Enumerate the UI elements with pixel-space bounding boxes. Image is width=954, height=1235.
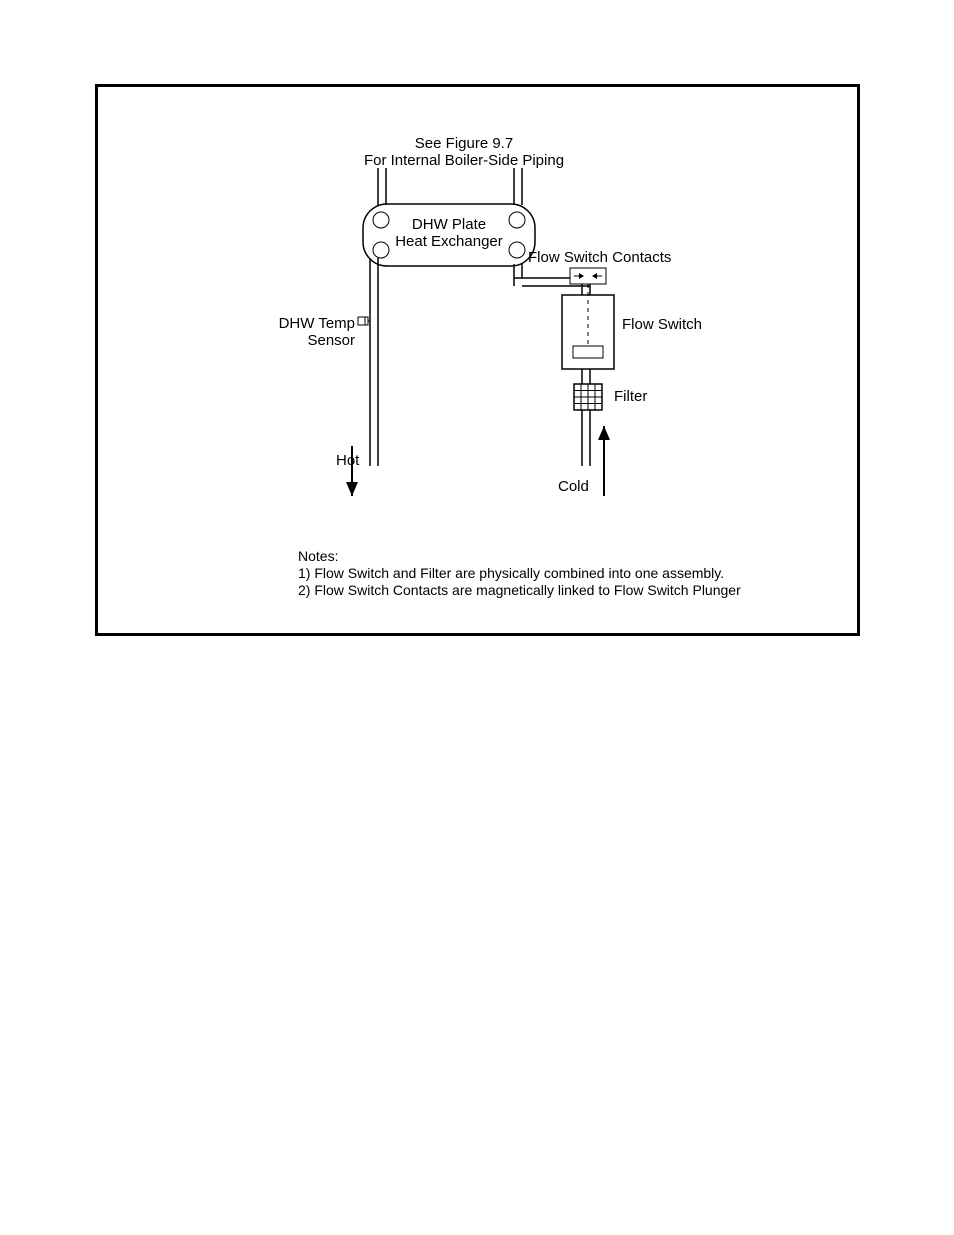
flow-switch-label: Flow Switch — [622, 316, 702, 333]
notes-block: Notes: 1) Flow Switch and Filter are phy… — [298, 548, 741, 598]
flow-switch-contacts-label: Flow Switch Contacts — [528, 249, 671, 266]
cold-label: Cold — [558, 478, 589, 495]
dhw-label-line2: Sensor — [307, 332, 355, 349]
dhw-label-line1: DHW Temp — [279, 315, 355, 332]
heat-exchanger-label-line2: Heat Exchanger — [395, 233, 503, 250]
page: See Figure 9.7 For Internal Boiler-Side … — [0, 0, 954, 1235]
piping-diagram — [0, 0, 954, 1235]
notes-item-1: 1) Flow Switch and Filter are physically… — [298, 565, 724, 581]
header-line2: For Internal Boiler-Side Piping — [364, 152, 564, 169]
notes-title: Notes: — [298, 548, 338, 564]
notes-item-2: 2) Flow Switch Contacts are magnetically… — [298, 582, 741, 598]
header-caption: See Figure 9.7 For Internal Boiler-Side … — [314, 135, 614, 170]
dhw-temp-sensor-label: DHW Temp Sensor — [225, 315, 355, 350]
filter-label: Filter — [614, 388, 647, 405]
hot-label: Hot — [336, 452, 359, 469]
heat-exchanger-label: DHW Plate Heat Exchanger — [369, 216, 529, 251]
header-line1: See Figure 9.7 — [415, 135, 513, 152]
heat-exchanger-label-line1: DHW Plate — [412, 216, 486, 233]
